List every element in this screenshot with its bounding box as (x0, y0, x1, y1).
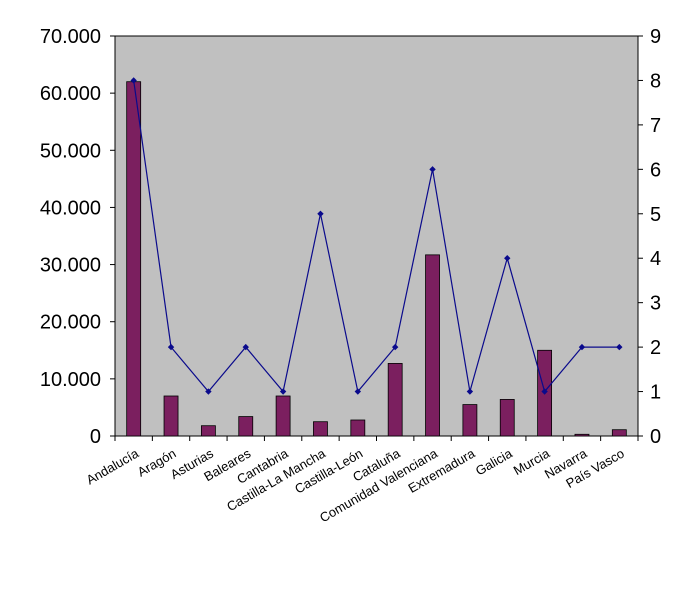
line-point (167, 343, 175, 351)
line-point (616, 343, 623, 351)
line-point (391, 343, 399, 351)
y-left-tick-label: 60.000 (40, 83, 101, 105)
bar (200, 425, 216, 437)
y-right-tick-label: 9 (650, 26, 661, 48)
line-point (317, 210, 324, 217)
y-left-tick-label: 40.000 (40, 197, 101, 219)
line-layer (130, 77, 623, 395)
y-right-tick-labels: 0 1 2 3 4 5 6 7 8 9 (650, 26, 661, 448)
y-right-tick-label: 8 (650, 70, 661, 92)
y-right-tick-label: 7 (650, 115, 661, 137)
line-series (133, 80, 620, 393)
y-right-tick-label: 3 (650, 293, 661, 315)
y-right-tick-label: 1 (650, 382, 661, 404)
bar (313, 421, 328, 437)
x-tick-labels: AndalucíaAragónAsturiasBalearesCantabria… (84, 445, 627, 525)
bar (387, 363, 403, 437)
y-left-tick-label: 20.000 (40, 312, 101, 334)
x-tick-label: Galicia (473, 445, 516, 478)
line-point (205, 388, 212, 395)
y-left-tick-label: 30.000 (40, 255, 101, 277)
line-point (242, 343, 249, 351)
y-right-tick-label: 0 (650, 426, 661, 448)
bar (462, 404, 478, 437)
line-point (541, 388, 548, 395)
bar (238, 416, 254, 437)
y-left-tick-label: 0 (90, 426, 101, 448)
bars-layer (126, 81, 627, 437)
line-point (354, 388, 362, 395)
bar (611, 429, 627, 437)
y-left-tick-label: 70.000 (40, 26, 101, 48)
line-point (130, 77, 137, 84)
bar (499, 399, 515, 437)
y-right-tick-label: 4 (650, 248, 661, 270)
y-left-tick-label: 50.000 (40, 140, 101, 162)
x-tick-label: Andalucía (84, 445, 142, 487)
y-left-tick-label: 10.000 (40, 369, 101, 391)
y-right-tick-label: 2 (650, 337, 661, 359)
bar (163, 395, 179, 437)
bar (275, 395, 291, 437)
bar (126, 81, 142, 437)
line-point (578, 343, 586, 351)
line-point (504, 255, 511, 262)
line-point (279, 388, 287, 395)
plot-area (114, 35, 639, 437)
y-left-tick-labels: 0 10.000 20.000 30.000 40.000 50.000 60.000 70.… (40, 26, 101, 448)
bar (350, 419, 366, 437)
line-point (429, 166, 436, 173)
bar (574, 433, 590, 437)
y-right-tick-label: 5 (650, 204, 661, 226)
bar (425, 254, 440, 437)
y-right-tick-label: 6 (650, 159, 661, 181)
line-point (466, 388, 474, 395)
axis-layer (110, 35, 643, 441)
